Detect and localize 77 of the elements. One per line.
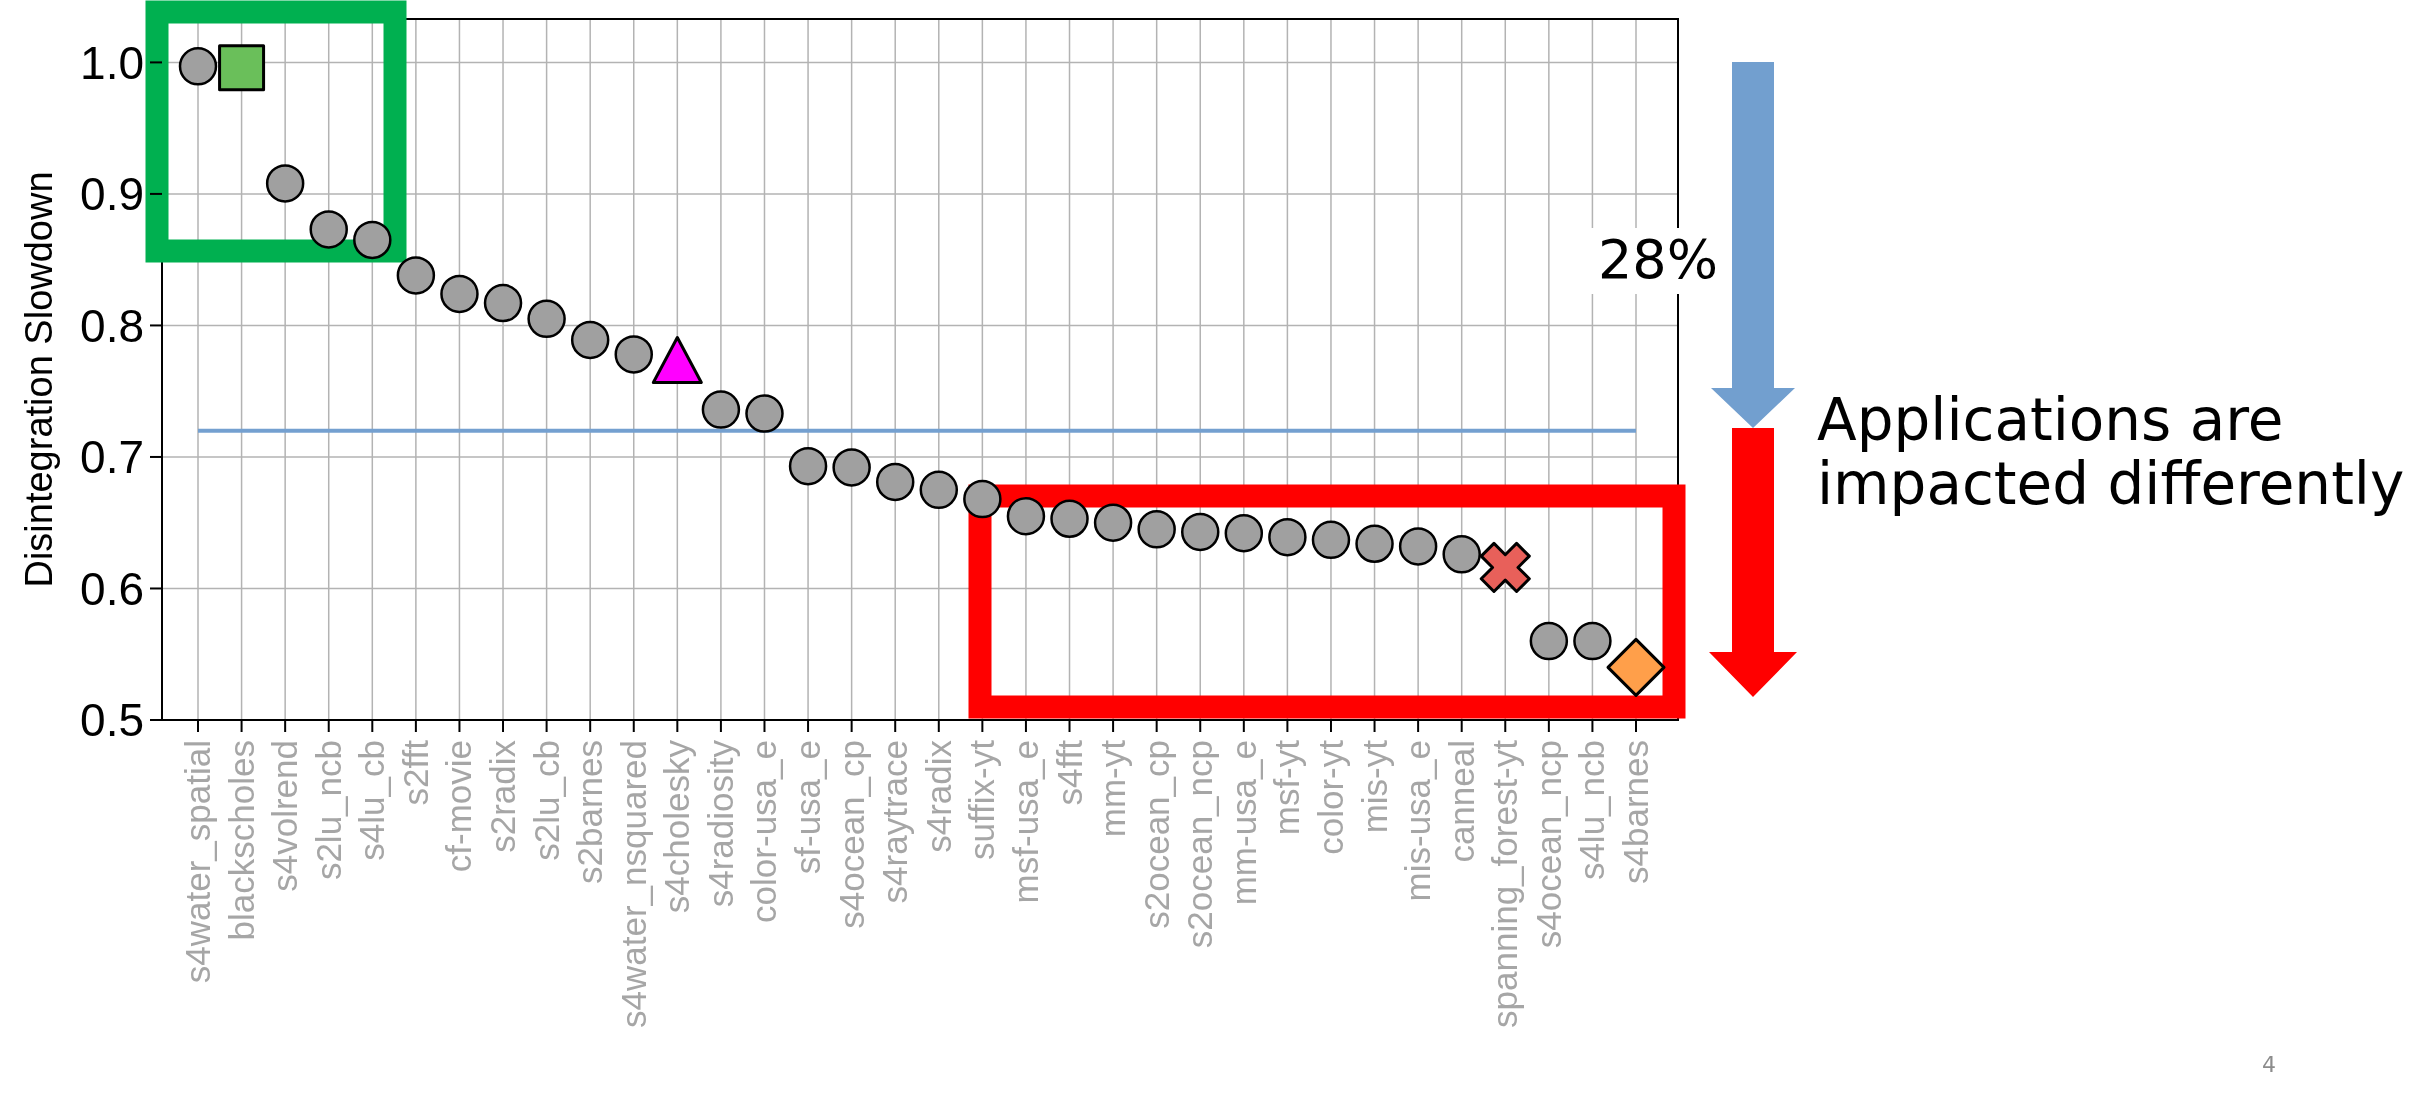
point [396, 256, 436, 295]
point [1355, 524, 1394, 564]
x-tick-label: mis-yt [1354, 739, 1394, 834]
x-tick-label: s4ocean_ncp [1528, 740, 1568, 949]
point [1442, 535, 1481, 574]
x-tick-label: sf-usa_e [788, 740, 828, 875]
x-tick-label: s4volrend [265, 740, 305, 892]
point [570, 320, 610, 360]
text: 4 [2262, 1052, 2276, 1077]
x-tick-label: cf-movie [439, 740, 479, 873]
annotation: 28% [1598, 228, 1719, 291]
x-tick-label: s4water_spatial [178, 740, 217, 984]
x-tick-label: s4lu_cb [352, 740, 392, 861]
point [309, 210, 348, 249]
point [483, 283, 523, 323]
point [1224, 513, 1264, 553]
point [875, 462, 915, 502]
x-tick-label: s2radix [483, 739, 523, 853]
point [1479, 541, 1531, 593]
point [265, 164, 305, 203]
x-tick-label: s4radiosity [700, 739, 740, 908]
x-tick-label: color-usa_e [744, 740, 784, 923]
point [218, 44, 266, 92]
point [919, 470, 959, 510]
point [701, 390, 741, 429]
x-tick-label: color-yt [1310, 739, 1350, 855]
point [1573, 621, 1612, 661]
text: Applications are impacted differently [1817, 386, 2405, 518]
x-tick-label: s2lu_cb [526, 740, 566, 861]
point [1398, 527, 1438, 566]
point [1050, 499, 1089, 539]
x-tick-label: s4radix [918, 739, 958, 853]
point [1093, 503, 1133, 542]
point [1006, 496, 1046, 536]
point [1529, 621, 1569, 661]
y-tick-label: 0.5 [80, 694, 144, 747]
y-tick-label: 0.9 [80, 168, 144, 221]
x-tick-label: mm-usa_e [1223, 740, 1263, 906]
point [440, 274, 479, 314]
x-tick-label: s2ocean_ncp [1180, 740, 1220, 949]
x-tick-label: s4water_nsquared [613, 740, 653, 1028]
point [178, 47, 218, 86]
y-tick-label: 0.8 [80, 299, 144, 352]
y-tick-label: 1.0 [80, 36, 144, 89]
x-tick-label: s2barnes [570, 740, 610, 884]
x-tick-label: suffix-yt [962, 739, 1002, 860]
x-tick-label: s4raytrace [875, 740, 915, 904]
x-tick-label: blackscholes [221, 740, 261, 941]
point [527, 299, 566, 339]
point [1137, 510, 1176, 549]
x-tick-label: s4ocean_cp [831, 740, 871, 929]
point [1606, 637, 1666, 697]
point [788, 446, 828, 486]
x-tick-label: s4cholesky [657, 739, 697, 914]
x-tick-label: s2lu_ncb [308, 740, 348, 881]
x-tick-label: s2fft [395, 739, 435, 806]
x-tick-label: msf-usa_e [1005, 740, 1045, 904]
point [1311, 520, 1351, 560]
x-tick-label: msf-yt [1267, 739, 1307, 836]
x-tick-label: spanning_forest-yt [1485, 739, 1525, 1028]
x-tick-label: mis-usa_e [1398, 740, 1438, 902]
point [963, 479, 1002, 519]
x-tick-label: s4barnes [1616, 740, 1655, 884]
x-tick-label: s4fft [1049, 739, 1089, 806]
x-tick-label: s4lu_ncb [1572, 740, 1612, 881]
point [832, 448, 871, 487]
point [745, 394, 784, 433]
point [1180, 512, 1220, 552]
y-tick-label: 0.6 [80, 562, 144, 615]
point [614, 335, 654, 374]
point [1268, 517, 1307, 557]
x-tick-label: mm-yt [1093, 739, 1133, 838]
x-tick-label: canneal [1441, 740, 1481, 863]
y-axis-title: Disintegration Slowdown [18, 171, 60, 588]
x-tick-label: s2ocean_cp [1136, 740, 1176, 929]
point [353, 220, 392, 260]
y-tick-label: 0.7 [80, 431, 144, 484]
